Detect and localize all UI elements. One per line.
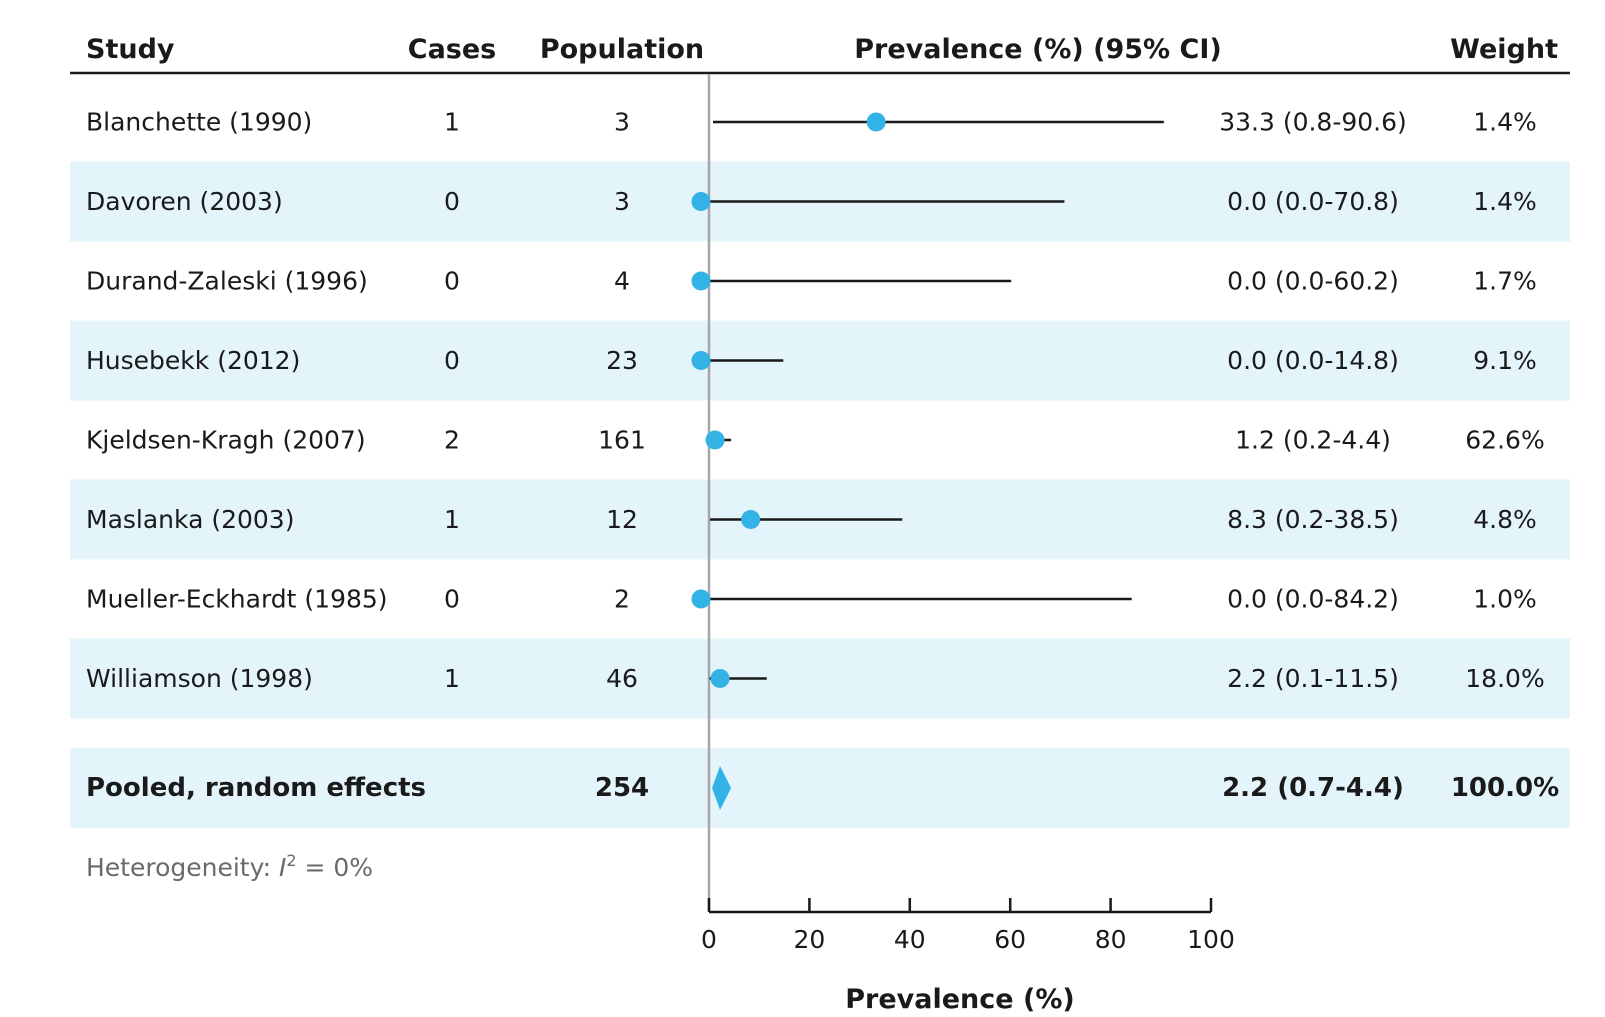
x-axis: 0 20 40 60 80 100 <box>701 898 1235 954</box>
header-prevalence: Prevalence (%) (95% CI) <box>854 34 1221 65</box>
study-name: Blanchette (1990) <box>86 108 312 137</box>
weight-value: 18.0% <box>1465 664 1544 693</box>
study-row: Husebekk (2012) 0 23 0.0 (0.0-14.8) 9.1% <box>86 346 1537 375</box>
header-weight: Weight <box>1450 34 1558 65</box>
heterogeneity-note: Heterogeneity: I2 = 0% <box>86 851 373 882</box>
ci-text: 1.2 (0.2-4.4) <box>1235 426 1391 455</box>
point-estimate <box>710 669 730 688</box>
point-estimate <box>691 271 711 291</box>
population-value: 3 <box>614 108 630 137</box>
cases-value: 1 <box>444 664 460 693</box>
study-name: Williamson (1998) <box>86 664 313 693</box>
study-name: Davoren (2003) <box>86 187 283 216</box>
pooled-weight: 100.0% <box>1451 773 1559 803</box>
x-tick-label: 20 <box>793 925 825 954</box>
study-name: Mueller-Eckhardt (1985) <box>86 585 388 614</box>
point-estimate <box>691 351 711 370</box>
header-study: Study <box>86 34 175 65</box>
x-tick-label: 0 <box>701 925 717 954</box>
row-stripe <box>70 638 1570 719</box>
pooled-row: Pooled, random effects 254 2.2 (0.7-4.4) 10… <box>86 766 1559 810</box>
header-row: Study Cases Population Prevalence (%) (9… <box>70 34 1570 75</box>
x-tick-label: 60 <box>994 925 1026 954</box>
study-name: Durand-Zaleski (1996) <box>86 267 368 296</box>
ci-text: 0.0 (0.0-60.2) <box>1227 267 1399 296</box>
point-estimate <box>691 589 711 609</box>
study-row: Mueller-Eckhardt (1985) 0 2 0.0 (0.0-84.2) 1… <box>86 585 1537 614</box>
weight-value: 1.4% <box>1473 187 1537 216</box>
heterogeneity-suffix: = 0% <box>297 853 374 882</box>
weight-value: 62.6% <box>1465 426 1544 455</box>
header-cases: Cases <box>408 34 497 65</box>
point-estimate <box>691 192 711 211</box>
heterogeneity-symbol: I <box>279 853 286 882</box>
cases-value: 0 <box>444 585 460 614</box>
x-axis-label: Prevalence (%) <box>845 984 1074 1015</box>
point-estimate <box>866 112 886 132</box>
study-row: Blanchette (1990) 1 3 33.3 (0.8-90.6) 1.4% <box>86 108 1537 137</box>
weight-value: 9.1% <box>1473 346 1537 375</box>
weight-value: 1.0% <box>1473 585 1537 614</box>
pooled-label: Pooled, random effects <box>86 773 426 803</box>
study-rows: Blanchette (1990) 1 3 33.3 (0.8-90.6) 1.4%Da… <box>86 108 1545 694</box>
pooled-diamond <box>712 766 732 810</box>
study-row: Durand-Zaleski (1996) 0 4 0.0 (0.0-60.2) 1.7… <box>86 267 1537 296</box>
population-value: 161 <box>598 426 646 455</box>
cases-value: 1 <box>444 505 460 534</box>
study-name: Husebekk (2012) <box>86 346 300 375</box>
population-value: 12 <box>606 505 638 534</box>
weight-value: 1.4% <box>1473 108 1537 137</box>
header-population: Population <box>540 34 704 65</box>
pooled-population: 254 <box>595 773 649 803</box>
pooled-stripe <box>70 748 1570 828</box>
point-estimate <box>705 430 725 450</box>
point-estimate <box>741 510 761 529</box>
x-tick-label: 40 <box>894 925 926 954</box>
weight-value: 1.7% <box>1473 267 1537 296</box>
x-tick-label: 100 <box>1187 925 1235 954</box>
study-row: Maslanka (2003) 1 12 8.3 (0.2-38.5) 4.8% <box>86 505 1537 534</box>
cases-value: 0 <box>444 267 460 296</box>
ci-text: 0.0 (0.0-14.8) <box>1227 346 1399 375</box>
population-value: 3 <box>614 187 630 216</box>
study-row: Williamson (1998) 1 46 2.2 (0.1-11.5) 18.0% <box>86 664 1545 693</box>
population-value: 23 <box>606 346 638 375</box>
row-stripe <box>70 320 1570 401</box>
ci-text: 0.0 (0.0-70.8) <box>1227 187 1399 216</box>
study-row: Davoren (2003) 0 3 0.0 (0.0-70.8) 1.4% <box>86 187 1537 216</box>
cases-value: 0 <box>444 346 460 375</box>
ci-text: 8.3 (0.2-38.5) <box>1227 505 1399 534</box>
cases-value: 1 <box>444 108 460 137</box>
pooled-ci-text: 2.2 (0.7-4.4) <box>1222 773 1404 803</box>
heterogeneity-superscript: 2 <box>286 851 296 870</box>
study-name: Maslanka (2003) <box>86 505 294 534</box>
row-stripes <box>70 161 1570 828</box>
ci-text: 33.3 (0.8-90.6) <box>1219 108 1407 137</box>
cases-value: 2 <box>444 426 460 455</box>
population-value: 2 <box>614 585 630 614</box>
population-value: 4 <box>614 267 630 296</box>
study-name: Kjeldsen-Kragh (2007) <box>86 426 366 455</box>
ci-text: 0.0 (0.0-84.2) <box>1227 585 1399 614</box>
weight-value: 4.8% <box>1473 505 1537 534</box>
cases-value: 0 <box>444 187 460 216</box>
x-tick-label: 80 <box>1095 925 1127 954</box>
heterogeneity-prefix: Heterogeneity: <box>86 853 279 882</box>
population-value: 46 <box>606 664 638 693</box>
study-row: Kjeldsen-Kragh (2007) 2 161 1.2 (0.2-4.4) 62… <box>86 426 1545 455</box>
ci-text: 2.2 (0.1-11.5) <box>1227 664 1399 693</box>
